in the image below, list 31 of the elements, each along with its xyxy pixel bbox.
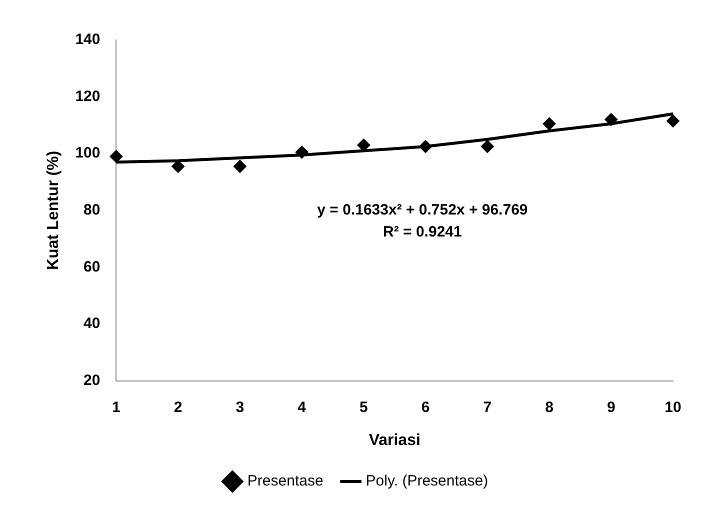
point bbox=[480, 140, 494, 153]
x-tick-label: 5 bbox=[360, 398, 368, 416]
x-tick-label: 9 bbox=[606, 398, 616, 416]
y-tick-label: 80 bbox=[84, 202, 100, 219]
x-tick-label: 4 bbox=[298, 398, 307, 416]
point bbox=[542, 117, 556, 130]
legend-label: Presentase bbox=[247, 472, 324, 490]
x-tick-label: 2 bbox=[174, 398, 182, 416]
y-tick-label: 60 bbox=[84, 258, 100, 276]
point bbox=[666, 114, 680, 128]
x-tick-label: 1 bbox=[112, 398, 120, 416]
legend-label: Poly. (Presentase) bbox=[366, 472, 488, 490]
y-tick-label: 100 bbox=[75, 144, 100, 162]
y-tick-label: 140 bbox=[75, 31, 100, 48]
y-axis-title: Kuat Lentur (%) bbox=[45, 150, 62, 270]
annotation: R² = 0.9241 bbox=[383, 224, 462, 241]
x-tick-label: 8 bbox=[545, 398, 554, 416]
annotation: y = 0.1633x² + 0.752x + 96.769 bbox=[317, 202, 528, 219]
x-axis-title: Variasi bbox=[368, 432, 420, 449]
point bbox=[604, 113, 618, 126]
point bbox=[419, 140, 432, 153]
x-tick-label: 6 bbox=[421, 398, 430, 416]
y-tick-label: 20 bbox=[84, 372, 100, 389]
x-tick-label: 3 bbox=[236, 398, 244, 416]
x-tick-label: 7 bbox=[483, 398, 492, 416]
y-tick-label: 40 bbox=[84, 315, 100, 332]
point bbox=[295, 146, 308, 159]
y-tick-label: 120 bbox=[75, 88, 100, 105]
x-tick-label: 10 bbox=[664, 398, 682, 416]
point bbox=[110, 150, 123, 163]
point bbox=[233, 160, 246, 173]
